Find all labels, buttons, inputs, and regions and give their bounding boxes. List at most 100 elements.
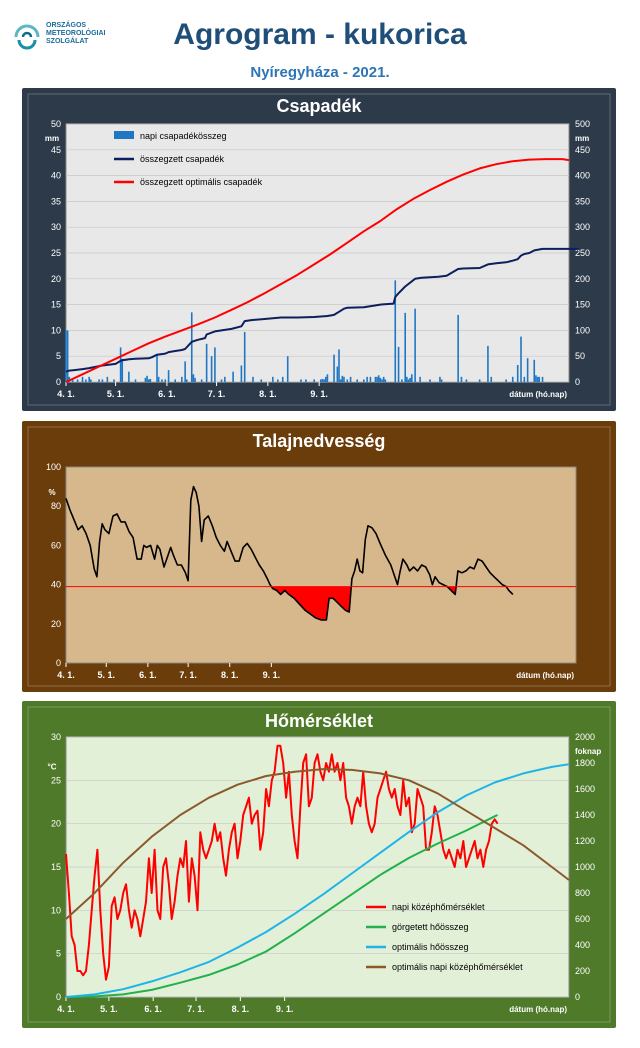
x-tick-label: 7. 1. <box>179 670 197 680</box>
precipitation-bar <box>113 379 115 382</box>
precipitation-bar <box>167 370 170 382</box>
series-line <box>65 485 514 621</box>
panel-inner-border <box>27 93 611 406</box>
y-tick-label: 0 <box>56 658 61 668</box>
precipitation-bar <box>272 376 274 382</box>
precipitation-bar <box>439 376 441 382</box>
series-line <box>65 814 499 998</box>
precipitation-bar <box>429 379 431 382</box>
precipitation-bar <box>404 312 406 382</box>
precipitation-bar <box>121 358 124 382</box>
y2-tick-label: 100 <box>575 325 590 335</box>
precipitation-bar <box>147 379 150 382</box>
precipitation-bar <box>419 376 421 382</box>
x-tick-label: 6. 1. <box>158 389 176 399</box>
y2-tick-label: 450 <box>575 145 590 155</box>
y-tick-label: 20 <box>51 274 61 284</box>
precipitation-bar <box>181 376 183 382</box>
x-tick-label: 6. 1. <box>139 670 157 680</box>
y-tick-label: 0 <box>56 377 61 387</box>
moisture-deficit-area <box>271 586 352 620</box>
precipitation-chart-panel: Csapadék 4. 1. 5. 1. 6. 1. 7. 1. 8. 1. 9. 1. 0 5… <box>22 88 616 411</box>
precipitation-bar <box>149 378 152 382</box>
legend-label: optimális hőösszeg <box>392 942 469 952</box>
precipitation-bar <box>533 359 536 382</box>
y-tick-label: 25 <box>51 775 61 785</box>
y2-tick-label: 1400 <box>575 810 595 820</box>
precipitation-bar <box>134 379 137 382</box>
y-tick-label: 30 <box>51 222 61 232</box>
precipitation-bar <box>505 379 507 382</box>
x-tick-label: 8. 1. <box>232 1004 250 1014</box>
precipitation-bar <box>88 376 90 382</box>
precipitation-bar <box>128 371 130 382</box>
precipitation-bar <box>192 374 195 382</box>
precipitation-bar <box>457 314 459 382</box>
y-axis-unit: °C <box>48 762 57 771</box>
precipitation-bar <box>276 379 279 382</box>
precipitation-bar <box>526 358 529 382</box>
x-tick-label: 8. 1. <box>221 670 239 680</box>
precipitation-bar <box>397 346 400 382</box>
soil-moisture-chart-panel: Talajnedvesség 4. 1. 5. 1. 6. 1. 7. 1. 8. 1. 9… <box>22 421 616 692</box>
logo-text: ORSZÁGOS METEOROLÓGIAI SZOLGÁLAT <box>46 22 106 46</box>
y2-tick-label: 300 <box>575 222 590 232</box>
precipitation-bar <box>346 379 349 382</box>
y-axis-unit: mm <box>45 134 59 143</box>
precipitation-bar <box>516 364 519 382</box>
precipitation-bar <box>382 376 385 382</box>
precipitation-bar <box>98 379 100 382</box>
precipitation-bar <box>465 379 468 382</box>
y-tick-label: 25 <box>51 248 61 258</box>
soil-moisture-chart: Talajnedvesség 4. 1. 5. 1. 6. 1. 7. 1. 8. 1. 9… <box>22 421 616 692</box>
precipitation-bar <box>252 376 254 382</box>
x-tick-label: 4. 1. <box>57 670 75 680</box>
precipitation-bar <box>190 312 193 382</box>
precipitation-bar <box>339 379 342 382</box>
series-line <box>65 768 570 920</box>
precipitation-bar <box>66 330 69 382</box>
precipitation-bar <box>161 379 163 382</box>
y2-axis-unit: foknap <box>575 747 601 756</box>
x-tick-label: 7. 1. <box>208 389 226 399</box>
precipitation-bar <box>240 365 243 382</box>
precipitation-bar <box>490 376 493 382</box>
precipitation-bar <box>333 354 335 382</box>
x-axis-title: dátum (hó.nap) <box>509 390 567 399</box>
precipitation-bar <box>511 376 514 382</box>
chart-title: Hőmérséklet <box>265 711 373 731</box>
y2-tick-label: 1000 <box>575 862 595 872</box>
y2-tick-label: 400 <box>575 940 590 950</box>
precipitation-bar <box>326 374 329 382</box>
logo-line: ORSZÁGOS <box>46 22 87 29</box>
precipitation-bar <box>323 379 325 382</box>
precipitation-chart: Csapadék 4. 1. 5. 1. 6. 1. 7. 1. 8. 1. 9. 1. 0 5… <box>22 88 616 411</box>
precipitation-bar <box>90 379 92 382</box>
x-tick-label: 7. 1. <box>187 1004 205 1014</box>
temperature-chart: Hőmérséklet 4. 1. 5. 1. 6. 1. 7. 1. 8. 1. 9. 1… <box>22 701 616 1028</box>
x-tick-label: 9. 1. <box>276 1004 294 1014</box>
y-tick-label: 50 <box>51 119 61 129</box>
precipitation-bar <box>401 379 403 382</box>
precipitation-bar <box>224 376 226 382</box>
y2-tick-label: 1200 <box>575 836 595 846</box>
chart-title: Talajnedvesség <box>253 431 386 451</box>
precipitation-bar <box>349 376 352 382</box>
precipitation-bar <box>523 376 526 382</box>
precipitation-bar <box>487 345 489 382</box>
series-line <box>65 158 570 383</box>
y2-tick-label: 500 <box>575 119 590 129</box>
precipitation-bar <box>341 375 344 382</box>
y-tick-label: 5 <box>56 949 61 959</box>
precipitation-bar <box>200 379 203 382</box>
precipitation-bar <box>214 347 216 382</box>
page-subtitle: Nyíregyháza - 2021. <box>250 64 390 81</box>
series-line <box>65 763 570 998</box>
y-tick-label: 30 <box>51 732 61 742</box>
series-line <box>65 247 579 373</box>
y-tick-label: 100 <box>46 462 61 472</box>
precipitation-bar <box>384 379 387 382</box>
y2-tick-label: 200 <box>575 966 590 976</box>
precipitation-bar <box>363 379 365 382</box>
precipitation-bar <box>356 379 359 382</box>
